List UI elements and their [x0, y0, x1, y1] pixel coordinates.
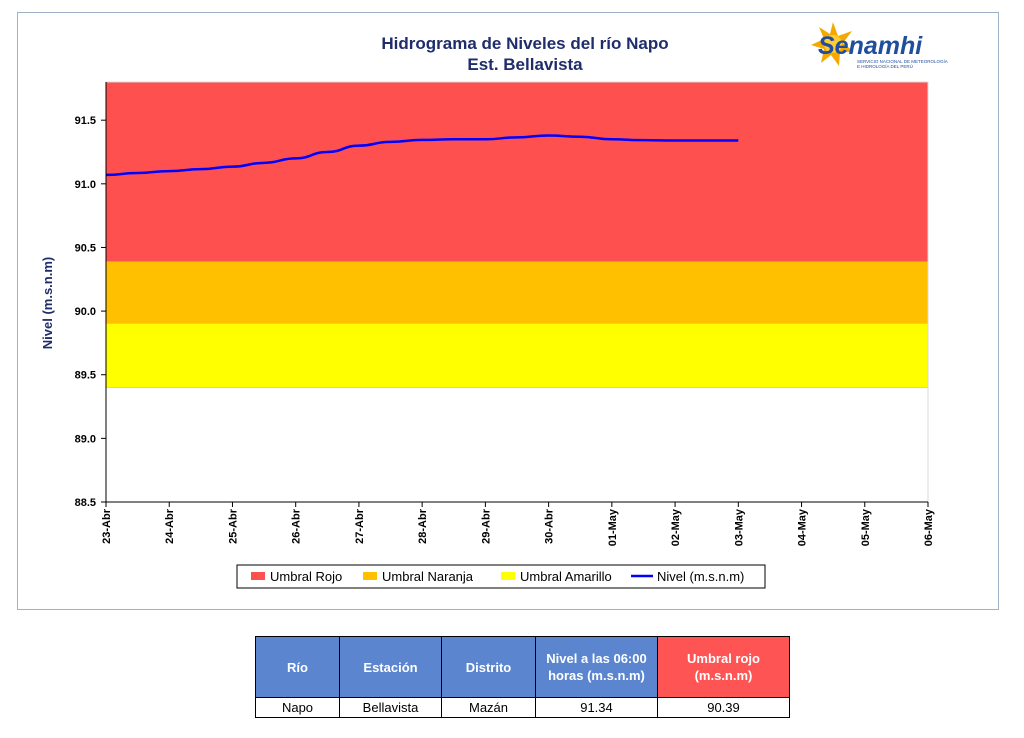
x-tick-label: 27-Abr [354, 508, 366, 544]
x-tick-label: 28-Abr [417, 508, 429, 544]
chart-frame: Hidrograma de Niveles del río Napo Est. … [17, 12, 999, 610]
sun-icon [811, 22, 854, 66]
cell-nivel: 91.34 [535, 697, 658, 718]
x-tick-label: 25-Abr [227, 508, 239, 544]
y-tick-label: 91.5 [75, 115, 96, 127]
cell-umbral-rojo: 90.39 [657, 697, 790, 718]
header-umbral-rojo: Umbral rojo (m.s.n.m) [657, 636, 790, 698]
y-tick-label: 89.0 [75, 433, 96, 445]
threshold-bands [105, 81, 929, 503]
x-tick-label: 05-May [860, 508, 872, 546]
y-tick-label: 90.5 [75, 242, 96, 254]
legend-item-nivel-m-s-n-m-label: Nivel (m.s.n.m) [657, 569, 744, 584]
x-tick-label: 01-May [607, 508, 619, 546]
x-tick-label: 04-May [797, 508, 809, 546]
logo-name: Senamhi [818, 32, 923, 60]
y-axis-label: Nivel (m.s.n.m) [40, 257, 55, 349]
axes: 88.5 89.0 89.5 90.0 90.5 91.0 91.5 23-Abr 24-Abr… [75, 82, 935, 546]
legend-item-umbral-rojo-label: Umbral Rojo [270, 569, 342, 584]
header-nivel: Nivel a las 06:00 horas (m.s.n.m) [535, 636, 658, 698]
legend-item-umbral-rojo-swatch [251, 572, 265, 580]
header-estacion: Estación [339, 636, 442, 698]
hydrograph-chart: Hidrograma de Niveles del río Napo Est. … [40, 22, 948, 589]
header-distrito: Distrito [441, 636, 536, 698]
senamhi-logo: Senamhi SERVICIO NACIONAL DE METEOROLOGÍ… [811, 22, 948, 69]
cell-distrito: Mazán [441, 697, 536, 718]
cell-rio: Napo [255, 697, 340, 718]
legend: Umbral Rojo Umbral Naranja Umbral Amarillo… [236, 564, 766, 589]
x-tick-label: 29-Abr [480, 508, 492, 544]
y-tick-label: 91.0 [75, 179, 96, 191]
y-tick-label: 90.0 [75, 306, 96, 318]
x-tick-label: 24-Abr [164, 508, 176, 544]
logo-subtitle-1: SERVICIO NACIONAL DE METEOROLOGÍA [857, 58, 948, 64]
summary-table: Río Estación Distrito Nivel a las 06:00 … [255, 636, 790, 718]
y-tick-label: 89.5 [75, 370, 96, 382]
x-tick-label: 03-May [733, 508, 745, 546]
legend-item-umbral-naranja-label: Umbral Naranja [382, 569, 474, 584]
x-tick-label: 06-May [923, 508, 935, 546]
band-umbral-rojo [106, 82, 928, 262]
x-tick-label: 26-Abr [291, 508, 303, 544]
band-umbral-naranja [106, 261, 928, 324]
x-tick-label: 02-May [670, 508, 682, 546]
table-header-row: Río Estación Distrito Nivel a las 06:00 … [255, 636, 790, 698]
legend-item-umbral-naranja-swatch [363, 572, 377, 580]
table-row: Napo Bellavista Mazán 91.34 90.39 [255, 697, 790, 718]
chart-title: Hidrograma de Niveles del río Napo [381, 34, 668, 53]
x-tick-label: 30-Abr [544, 508, 556, 544]
series-layer [105, 134, 739, 177]
chart-subtitle: Est. Bellavista [467, 55, 583, 74]
legend-item-umbral-amarillo-swatch [501, 572, 515, 580]
legend-item-umbral-amarillo-label: Umbral Amarillo [520, 569, 612, 584]
band-umbral-amarillo [106, 323, 928, 388]
series-line-nivel [105, 134, 739, 177]
cell-estacion: Bellavista [339, 697, 442, 718]
y-tick-label: 88.5 [75, 497, 96, 509]
header-rio: Río [255, 636, 340, 698]
x-tick-label: 23-Abr [101, 508, 113, 544]
logo-subtitle-2: E HIDROLOGÍA DEL PERÚ [857, 63, 913, 69]
